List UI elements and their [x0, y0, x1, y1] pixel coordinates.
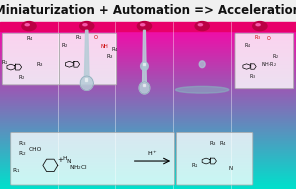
Text: H: H	[62, 156, 67, 161]
Text: O: O	[93, 35, 97, 40]
Text: R$_2$: R$_2$	[18, 149, 26, 159]
FancyBboxPatch shape	[11, 132, 174, 185]
Polygon shape	[199, 61, 205, 68]
FancyBboxPatch shape	[235, 33, 294, 89]
Text: R$_2$: R$_2$	[272, 52, 279, 61]
Text: R$_4$: R$_4$	[244, 41, 252, 50]
Text: R$_3$: R$_3$	[250, 72, 257, 81]
Text: R$_1$: R$_1$	[12, 167, 20, 176]
Ellipse shape	[256, 24, 260, 26]
Ellipse shape	[141, 24, 145, 26]
Text: NH: NH	[100, 44, 108, 49]
Ellipse shape	[25, 24, 29, 26]
Text: R$_3$: R$_3$	[254, 33, 261, 42]
Polygon shape	[143, 30, 146, 82]
Bar	[0, 0, 296, 22]
Ellipse shape	[198, 24, 202, 26]
Text: R$_4$: R$_4$	[26, 34, 33, 43]
Text: R$_2$: R$_2$	[61, 41, 68, 50]
Text: H$^+$: H$^+$	[147, 149, 158, 158]
Circle shape	[195, 22, 209, 31]
Circle shape	[22, 22, 36, 31]
Text: R$_1$: R$_1$	[1, 58, 9, 67]
Polygon shape	[139, 82, 150, 94]
Ellipse shape	[83, 24, 87, 26]
Text: R$_3$: R$_3$	[106, 52, 114, 61]
Text: Miniaturization + Automation => Acceleration: Miniaturization + Automation => Accelera…	[0, 4, 296, 17]
Text: NH-R$_2$: NH-R$_2$	[261, 60, 277, 69]
FancyBboxPatch shape	[2, 33, 59, 85]
Ellipse shape	[176, 86, 229, 93]
Text: R$_2$: R$_2$	[18, 73, 26, 82]
Circle shape	[80, 22, 94, 31]
Text: N: N	[66, 159, 71, 163]
Text: R$_3$: R$_3$	[209, 139, 217, 148]
Bar	[0, 22, 296, 31]
Text: R$_3$: R$_3$	[18, 139, 26, 148]
Text: NH$_2$Cl: NH$_2$Cl	[69, 163, 88, 172]
Text: R$_4$: R$_4$	[111, 45, 118, 54]
FancyBboxPatch shape	[176, 132, 253, 185]
Text: O: O	[266, 36, 270, 41]
Text: R$_1$: R$_1$	[75, 33, 83, 42]
Polygon shape	[80, 76, 93, 90]
Text: R$_1$: R$_1$	[192, 161, 199, 170]
Polygon shape	[84, 30, 89, 77]
Text: R$_4$: R$_4$	[218, 139, 227, 148]
Circle shape	[253, 22, 267, 31]
Text: N: N	[228, 166, 232, 171]
Text: CHO: CHO	[29, 147, 42, 152]
Polygon shape	[141, 62, 148, 70]
FancyBboxPatch shape	[59, 33, 117, 85]
Circle shape	[137, 22, 152, 31]
Text: R$_3$: R$_3$	[36, 60, 44, 69]
Text: +: +	[58, 157, 64, 163]
